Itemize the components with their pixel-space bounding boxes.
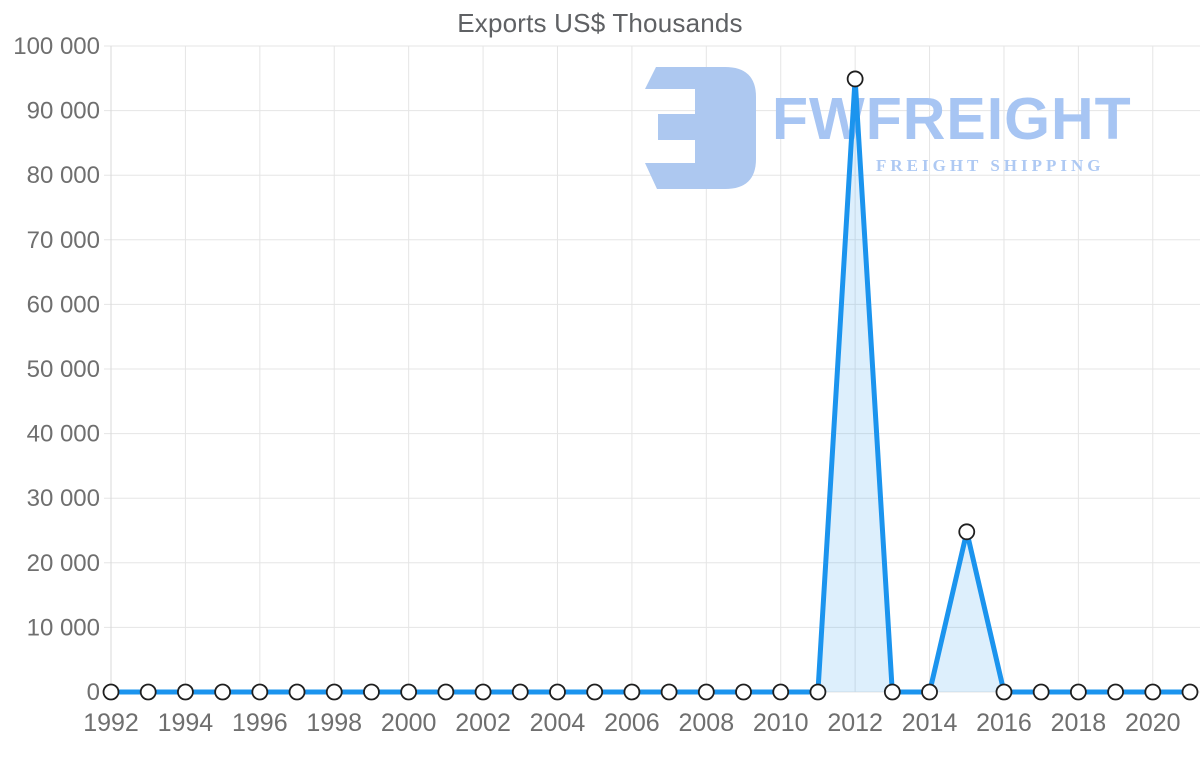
data-point-2005[interactable] — [586, 683, 604, 701]
x-tick-label: 2016 — [976, 709, 1032, 737]
series-area — [111, 78, 1190, 692]
y-tick-label: 30 000 — [27, 485, 100, 512]
y-tick-label: 70 000 — [27, 227, 100, 254]
data-point-2004[interactable] — [549, 683, 566, 701]
data-point-2001[interactable] — [437, 683, 455, 701]
x-tick-label: 2000 — [381, 709, 437, 737]
data-point-2019[interactable] — [1107, 683, 1124, 701]
data-point-2000[interactable] — [400, 683, 418, 701]
data-point-2021[interactable] — [1181, 683, 1199, 701]
y-tick-label: 0 — [87, 679, 100, 706]
data-point-1996[interactable] — [251, 683, 269, 701]
data-point-2010[interactable] — [772, 683, 790, 701]
x-tick-label: 2020 — [1125, 709, 1181, 737]
data-point-1995[interactable] — [214, 683, 232, 701]
x-tick-label: 2010 — [753, 709, 809, 737]
x-tick-label: 2002 — [455, 709, 511, 737]
y-tick-label: 80 000 — [27, 162, 100, 189]
data-point-1998[interactable] — [325, 683, 343, 701]
data-point-2011[interactable] — [809, 683, 827, 701]
data-point-2018[interactable] — [1069, 683, 1087, 701]
data-point-2017[interactable] — [1032, 683, 1050, 701]
y-tick-label: 40 000 — [27, 421, 100, 448]
data-point-1999[interactable] — [363, 683, 380, 701]
data-point-2013[interactable] — [883, 683, 901, 701]
data-point-2020[interactable] — [1144, 683, 1162, 701]
x-tick-label: 2018 — [1051, 709, 1107, 737]
x-tick-label: 2008 — [678, 709, 734, 737]
data-point-2006[interactable] — [623, 683, 641, 701]
y-tick-label: 60 000 — [27, 291, 100, 318]
data-point-1992[interactable] — [102, 683, 120, 701]
x-tick-label: 1992 — [83, 709, 139, 737]
data-point-2015[interactable] — [958, 523, 976, 541]
x-tick-label: 2012 — [827, 709, 883, 737]
x-tick-label: 2014 — [902, 709, 958, 737]
y-tick-label: 10 000 — [27, 614, 100, 641]
x-tick-label: 1996 — [232, 709, 288, 737]
data-point-2016[interactable] — [995, 683, 1013, 701]
y-tick-label: 90 000 — [27, 98, 100, 125]
data-point-2008[interactable] — [697, 683, 715, 701]
data-point-2002[interactable] — [474, 683, 492, 701]
data-point-2014[interactable] — [921, 683, 938, 701]
x-tick-label: 1998 — [306, 709, 362, 737]
x-tick-label: 2006 — [604, 709, 660, 737]
data-point-1993[interactable] — [139, 683, 157, 701]
x-tick-label: 2004 — [530, 709, 586, 737]
series-line — [108, 76, 1193, 695]
x-tick-label: 1994 — [158, 709, 214, 737]
y-tick-label: 20 000 — [27, 550, 100, 577]
y-tick-label: 100 000 — [13, 33, 100, 60]
chart-title: Exports US$ Thousands — [457, 8, 743, 38]
data-point-2012[interactable] — [846, 70, 864, 88]
data-point-1997[interactable] — [288, 683, 306, 701]
data-point-2003[interactable] — [511, 683, 529, 701]
data-point-2007[interactable] — [660, 683, 678, 701]
data-point-1994[interactable] — [177, 683, 194, 701]
data-point-2009[interactable] — [735, 683, 752, 701]
y-tick-label: 50 000 — [27, 356, 100, 383]
